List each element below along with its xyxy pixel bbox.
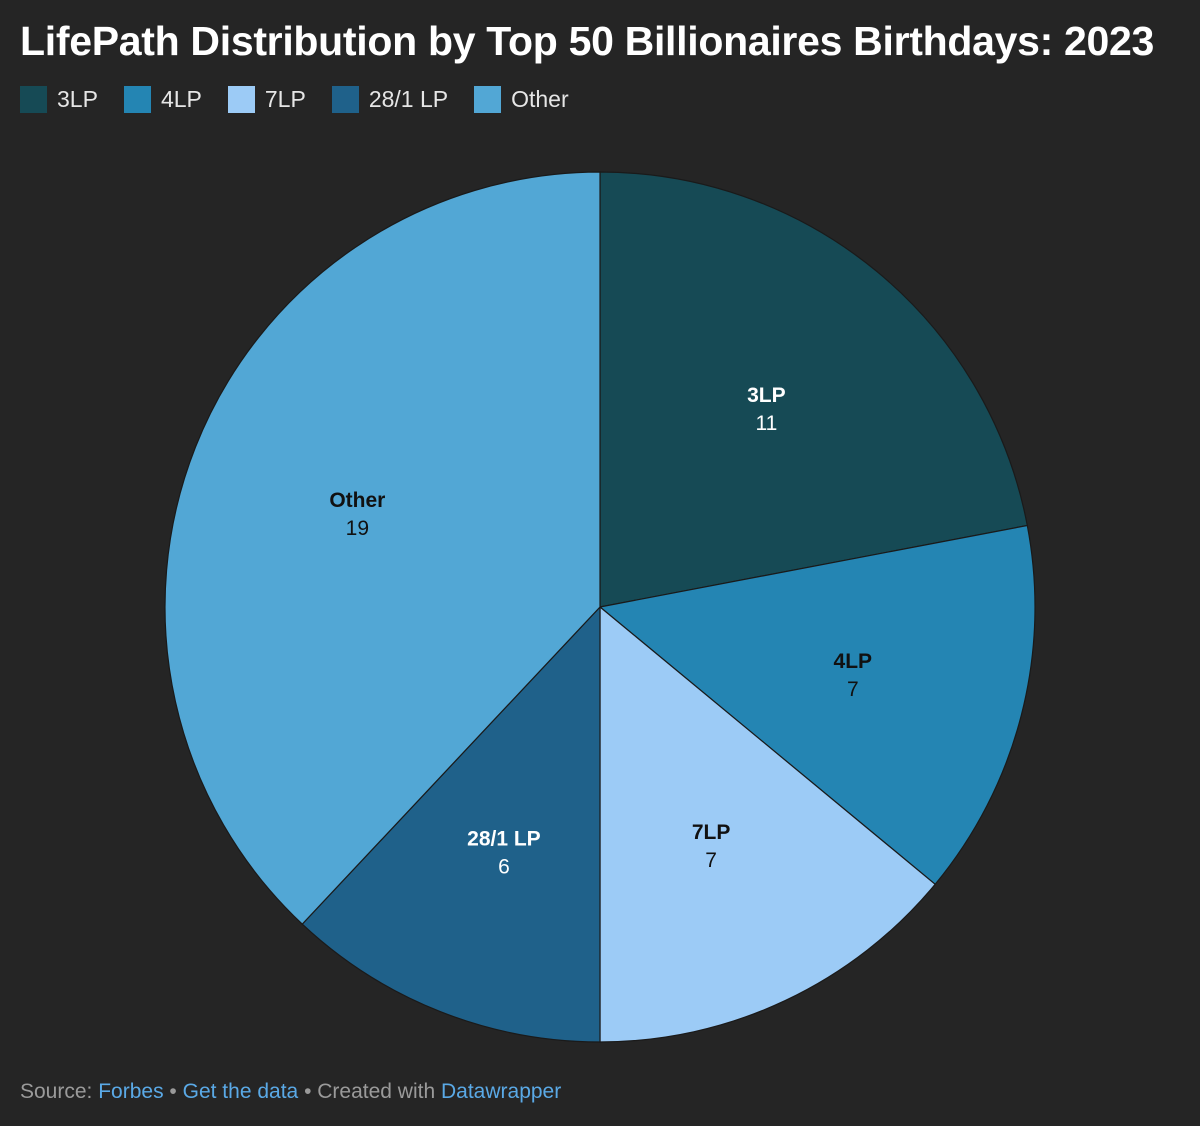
pie-slice-3lp bbox=[599, 171, 1028, 608]
slice-value-28-1lp: 6 bbox=[498, 856, 510, 879]
datawrapper-link[interactable]: Datawrapper bbox=[441, 1080, 562, 1103]
footer-separator: • bbox=[304, 1080, 312, 1103]
slice-label-7lp: 7LP bbox=[692, 821, 731, 844]
legend: 3LP 4LP 7LP 28/1 LP Other bbox=[20, 86, 595, 113]
slice-label-28-1lp: 28/1 LP bbox=[467, 828, 541, 851]
source-label: Source: bbox=[20, 1080, 93, 1103]
legend-item-28-1lp: 28/1 LP bbox=[331, 86, 449, 113]
slice-value-other: 19 bbox=[346, 517, 369, 540]
footer: Source: Forbes • Get the data • Created … bbox=[20, 1080, 561, 1104]
slice-value-4lp: 7 bbox=[847, 678, 859, 701]
legend-label: 3LP bbox=[57, 86, 98, 112]
legend-swatch bbox=[227, 86, 255, 113]
slice-value-3lp: 11 bbox=[755, 412, 777, 435]
pie-slice-28-1lp bbox=[301, 605, 601, 1043]
pie-slice-7lp bbox=[599, 605, 937, 1043]
pie-slice-other bbox=[164, 171, 601, 925]
pie-slice-4lp bbox=[598, 524, 1036, 886]
slice-label-other: Other bbox=[329, 489, 385, 512]
created-with-label: Created with bbox=[317, 1080, 436, 1103]
footer-separator: • bbox=[169, 1080, 177, 1103]
slice-label-4lp: 4LP bbox=[834, 650, 873, 673]
legend-label: 4LP bbox=[160, 86, 202, 112]
slice-label-3lp: 3LP bbox=[747, 384, 786, 407]
legend-label: Other bbox=[511, 86, 569, 112]
source-link[interactable]: Forbes bbox=[98, 1080, 164, 1103]
get-data-link[interactable]: Get the data bbox=[182, 1080, 299, 1103]
legend-item-3lp: 3LP bbox=[20, 86, 98, 113]
legend-swatch bbox=[123, 86, 151, 113]
chart-title: LifePath Distribution by Top 50 Billiona… bbox=[20, 18, 1155, 64]
legend-swatch bbox=[331, 86, 359, 113]
legend-label: 7LP bbox=[264, 86, 306, 112]
legend-item-7lp: 7LP bbox=[227, 86, 306, 113]
legend-label: 28/1 LP bbox=[368, 86, 449, 112]
legend-swatch bbox=[20, 86, 47, 113]
legend-swatch bbox=[474, 86, 502, 113]
legend-item-4lp: 4LP bbox=[123, 86, 202, 113]
slice-value-7lp: 7 bbox=[705, 849, 717, 872]
legend-item-other: Other bbox=[474, 86, 569, 113]
